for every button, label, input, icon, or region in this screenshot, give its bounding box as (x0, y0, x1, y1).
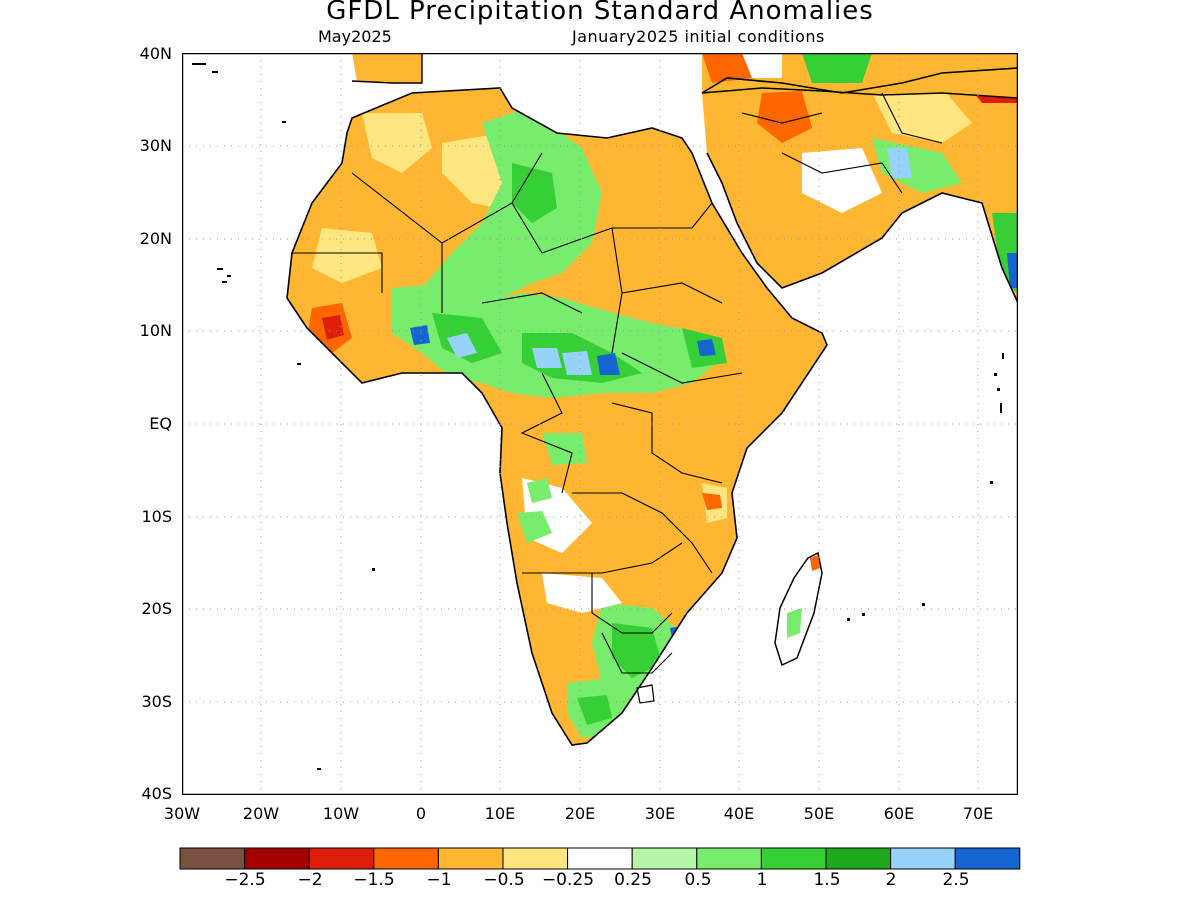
lat-label-40n: 40N (139, 44, 172, 63)
islands (192, 63, 1004, 770)
colorbar-swatch (954, 847, 1021, 870)
colorbar-label: 0.25 (614, 870, 652, 890)
gridlines (182, 53, 1018, 795)
lat-label-10n: 10N (139, 321, 172, 340)
colorbar-label: −1 (426, 870, 452, 890)
lon-label-70e: 70E (962, 804, 994, 823)
colorbar-label: 1 (756, 870, 768, 890)
colorbar-swatch (567, 847, 633, 870)
lesotho-border (636, 684, 655, 704)
lat-label-40s: 40S (141, 784, 172, 803)
lat-label-20s: 20S (141, 599, 172, 618)
map-title: GFDL Precipitation Standard Anomalies (326, 0, 874, 26)
lon-label-40e: 40E (723, 804, 755, 823)
lon-label-20w: 20W (242, 804, 280, 823)
country-borders (292, 92, 943, 674)
colorbar (179, 847, 1021, 870)
lat-label-30s: 30S (141, 692, 172, 711)
colorbar-swatch (890, 847, 956, 870)
colorbar-swatch (696, 847, 762, 870)
colorbar-label: 1.5 (813, 870, 841, 890)
lon-label-10e: 10E (484, 804, 516, 823)
anomaly-map (182, 53, 1018, 795)
colorbar-swatch (631, 847, 698, 870)
colorbar-label: 2 (885, 870, 897, 890)
lon-label-10w: 10W (322, 804, 360, 823)
colorbar-swatch (179, 847, 246, 870)
africa-coastline (286, 87, 828, 746)
forecast-month: May2025 (318, 27, 392, 46)
lat-label-30n: 30N (139, 136, 172, 155)
colorbar-label: −0.25 (541, 870, 595, 890)
lon-label-60e: 60E (883, 804, 915, 823)
europe-coastline (351, 53, 1018, 99)
colorbar-label: −2.5 (224, 870, 266, 890)
colorbar-swatch (244, 847, 310, 870)
lat-label-10s: 10S (141, 507, 172, 526)
colorbar-swatch (502, 847, 569, 870)
map-frame (182, 53, 1018, 795)
colorbar-swatch (308, 847, 375, 870)
lon-label-30e: 30E (644, 804, 676, 823)
colorbar-label: 0.5 (684, 870, 712, 890)
colorbar-label: −2 (297, 870, 323, 890)
lon-label-0: 0 (415, 804, 427, 823)
lat-label-eq: EQ (149, 414, 172, 433)
lat-label-20n: 20N (139, 229, 172, 248)
colorbar-swatch (373, 847, 439, 870)
lon-label-30w: 30W (163, 804, 201, 823)
colorbar-label: 2.5 (942, 870, 970, 890)
lon-label-20e: 20E (564, 804, 596, 823)
colorbar-swatch (437, 847, 504, 870)
colorbar-swatch (825, 847, 892, 870)
initial-conditions: January2025 initial conditions (572, 27, 825, 46)
colorbar-label: −0.5 (483, 870, 525, 890)
lon-label-50e: 50E (803, 804, 835, 823)
colorbar-label: −1.5 (353, 870, 395, 890)
colorbar-swatch (760, 847, 827, 870)
